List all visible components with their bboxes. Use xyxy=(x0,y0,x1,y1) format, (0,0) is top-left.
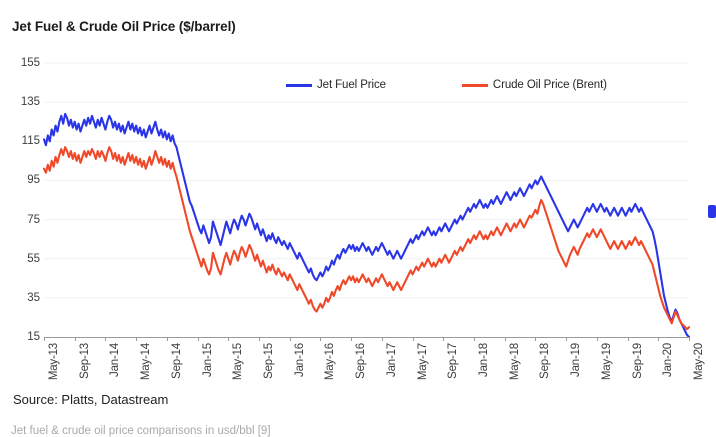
x-tick-label: Jan-15 xyxy=(201,343,214,377)
page-title: Jet Fuel & Crude Oil Price ($/barrel) xyxy=(12,19,236,34)
x-tick-mark xyxy=(197,337,199,341)
x-tick-mark xyxy=(381,337,383,341)
x-tick-mark xyxy=(566,337,568,341)
y-tick-label: 55 xyxy=(27,252,40,265)
chart-plot xyxy=(44,62,689,337)
x-tick-mark xyxy=(351,337,353,341)
x-tick-label: May-15 xyxy=(232,343,245,381)
legend-label: Crude Oil Price (Brent) xyxy=(492,79,607,91)
x-tick-label: Sep-16 xyxy=(355,343,368,379)
x-axis: May-13 Sep-13 Jan-14 May-14 Sep-14 Jan-15 May-… xyxy=(44,337,705,397)
y-tick-label: 115 xyxy=(21,135,40,148)
source-note: Source: Platts, Datastream xyxy=(13,392,169,407)
x-tick-label: Sep-13 xyxy=(78,343,91,379)
x-tick-label: Sep-17 xyxy=(447,343,460,379)
x-tick-mark xyxy=(504,337,506,341)
x-tick-label: Jan-14 xyxy=(109,343,122,377)
x-tick-label: Jan-16 xyxy=(293,343,306,377)
x-tick-label: May-17 xyxy=(416,343,429,381)
x-tick-mark xyxy=(443,337,445,341)
x-tick-label: May-16 xyxy=(324,343,337,381)
x-tick-mark xyxy=(166,337,168,341)
x-tick-label: May-13 xyxy=(48,343,60,381)
x-tick-label: Sep-14 xyxy=(170,343,183,379)
y-tick-label: 135 xyxy=(20,96,40,109)
x-tick-mark xyxy=(289,337,291,341)
y-tick-label: 35 xyxy=(27,291,40,304)
x-tick-mark xyxy=(74,337,76,341)
legend-swatch-icon xyxy=(286,83,312,87)
x-tick-label: Sep-15 xyxy=(263,343,275,379)
y-axis: 155 135 115 95 75 55 35 15 xyxy=(0,57,40,343)
figure-caption: Jet fuel & crude oil price comparisons i… xyxy=(11,425,271,437)
series-line xyxy=(44,114,689,337)
y-tick-label: 15 xyxy=(27,331,40,343)
x-tick-mark xyxy=(259,337,260,341)
x-tick-mark xyxy=(627,337,629,341)
x-tick-mark xyxy=(412,337,414,341)
x-tick-label: Jan-18 xyxy=(478,343,490,377)
x-tick-mark xyxy=(228,337,230,341)
gridlines xyxy=(44,62,689,299)
plot-area xyxy=(44,62,689,337)
legend-label: Jet Fuel Price xyxy=(317,79,386,91)
y-tick-label: 75 xyxy=(27,213,40,226)
x-tick-mark xyxy=(105,337,107,341)
x-tick-label: May-19 xyxy=(600,343,613,381)
x-tick-label: May-14 xyxy=(140,343,153,381)
legend-swatch-icon xyxy=(461,83,488,87)
x-tick-label: Sep-19 xyxy=(631,343,644,379)
y-tick-label: 95 xyxy=(27,174,40,187)
x-tick-mark xyxy=(689,337,690,341)
x-tick-label: Jan-19 xyxy=(570,343,583,377)
x-tick-mark xyxy=(658,337,660,341)
x-tick-mark xyxy=(136,337,138,341)
y-tick-label: 155 xyxy=(20,57,40,69)
x-axis-line xyxy=(44,337,689,338)
x-tick-label: May-18 xyxy=(508,343,521,381)
legend-entry: Crude Oil Price (Brent) xyxy=(461,79,607,91)
x-tick-mark xyxy=(596,337,598,341)
series-lines xyxy=(44,114,689,337)
edge-artifact xyxy=(708,205,716,218)
x-tick-label: Sep-18 xyxy=(539,343,552,379)
chart-legend: Jet Fuel Price Crude Oil Price (Brent) xyxy=(286,78,607,92)
x-tick-label: Jan-17 xyxy=(385,343,398,377)
x-tick-mark xyxy=(44,337,45,341)
x-tick-label: Jan-20 xyxy=(662,343,675,377)
legend-entry: Jet Fuel Price xyxy=(286,79,386,91)
series-line xyxy=(44,147,689,329)
x-tick-mark xyxy=(535,337,537,341)
x-tick-mark xyxy=(320,337,322,341)
x-tick-label: May-20 xyxy=(693,343,705,381)
x-tick-mark xyxy=(474,337,475,341)
